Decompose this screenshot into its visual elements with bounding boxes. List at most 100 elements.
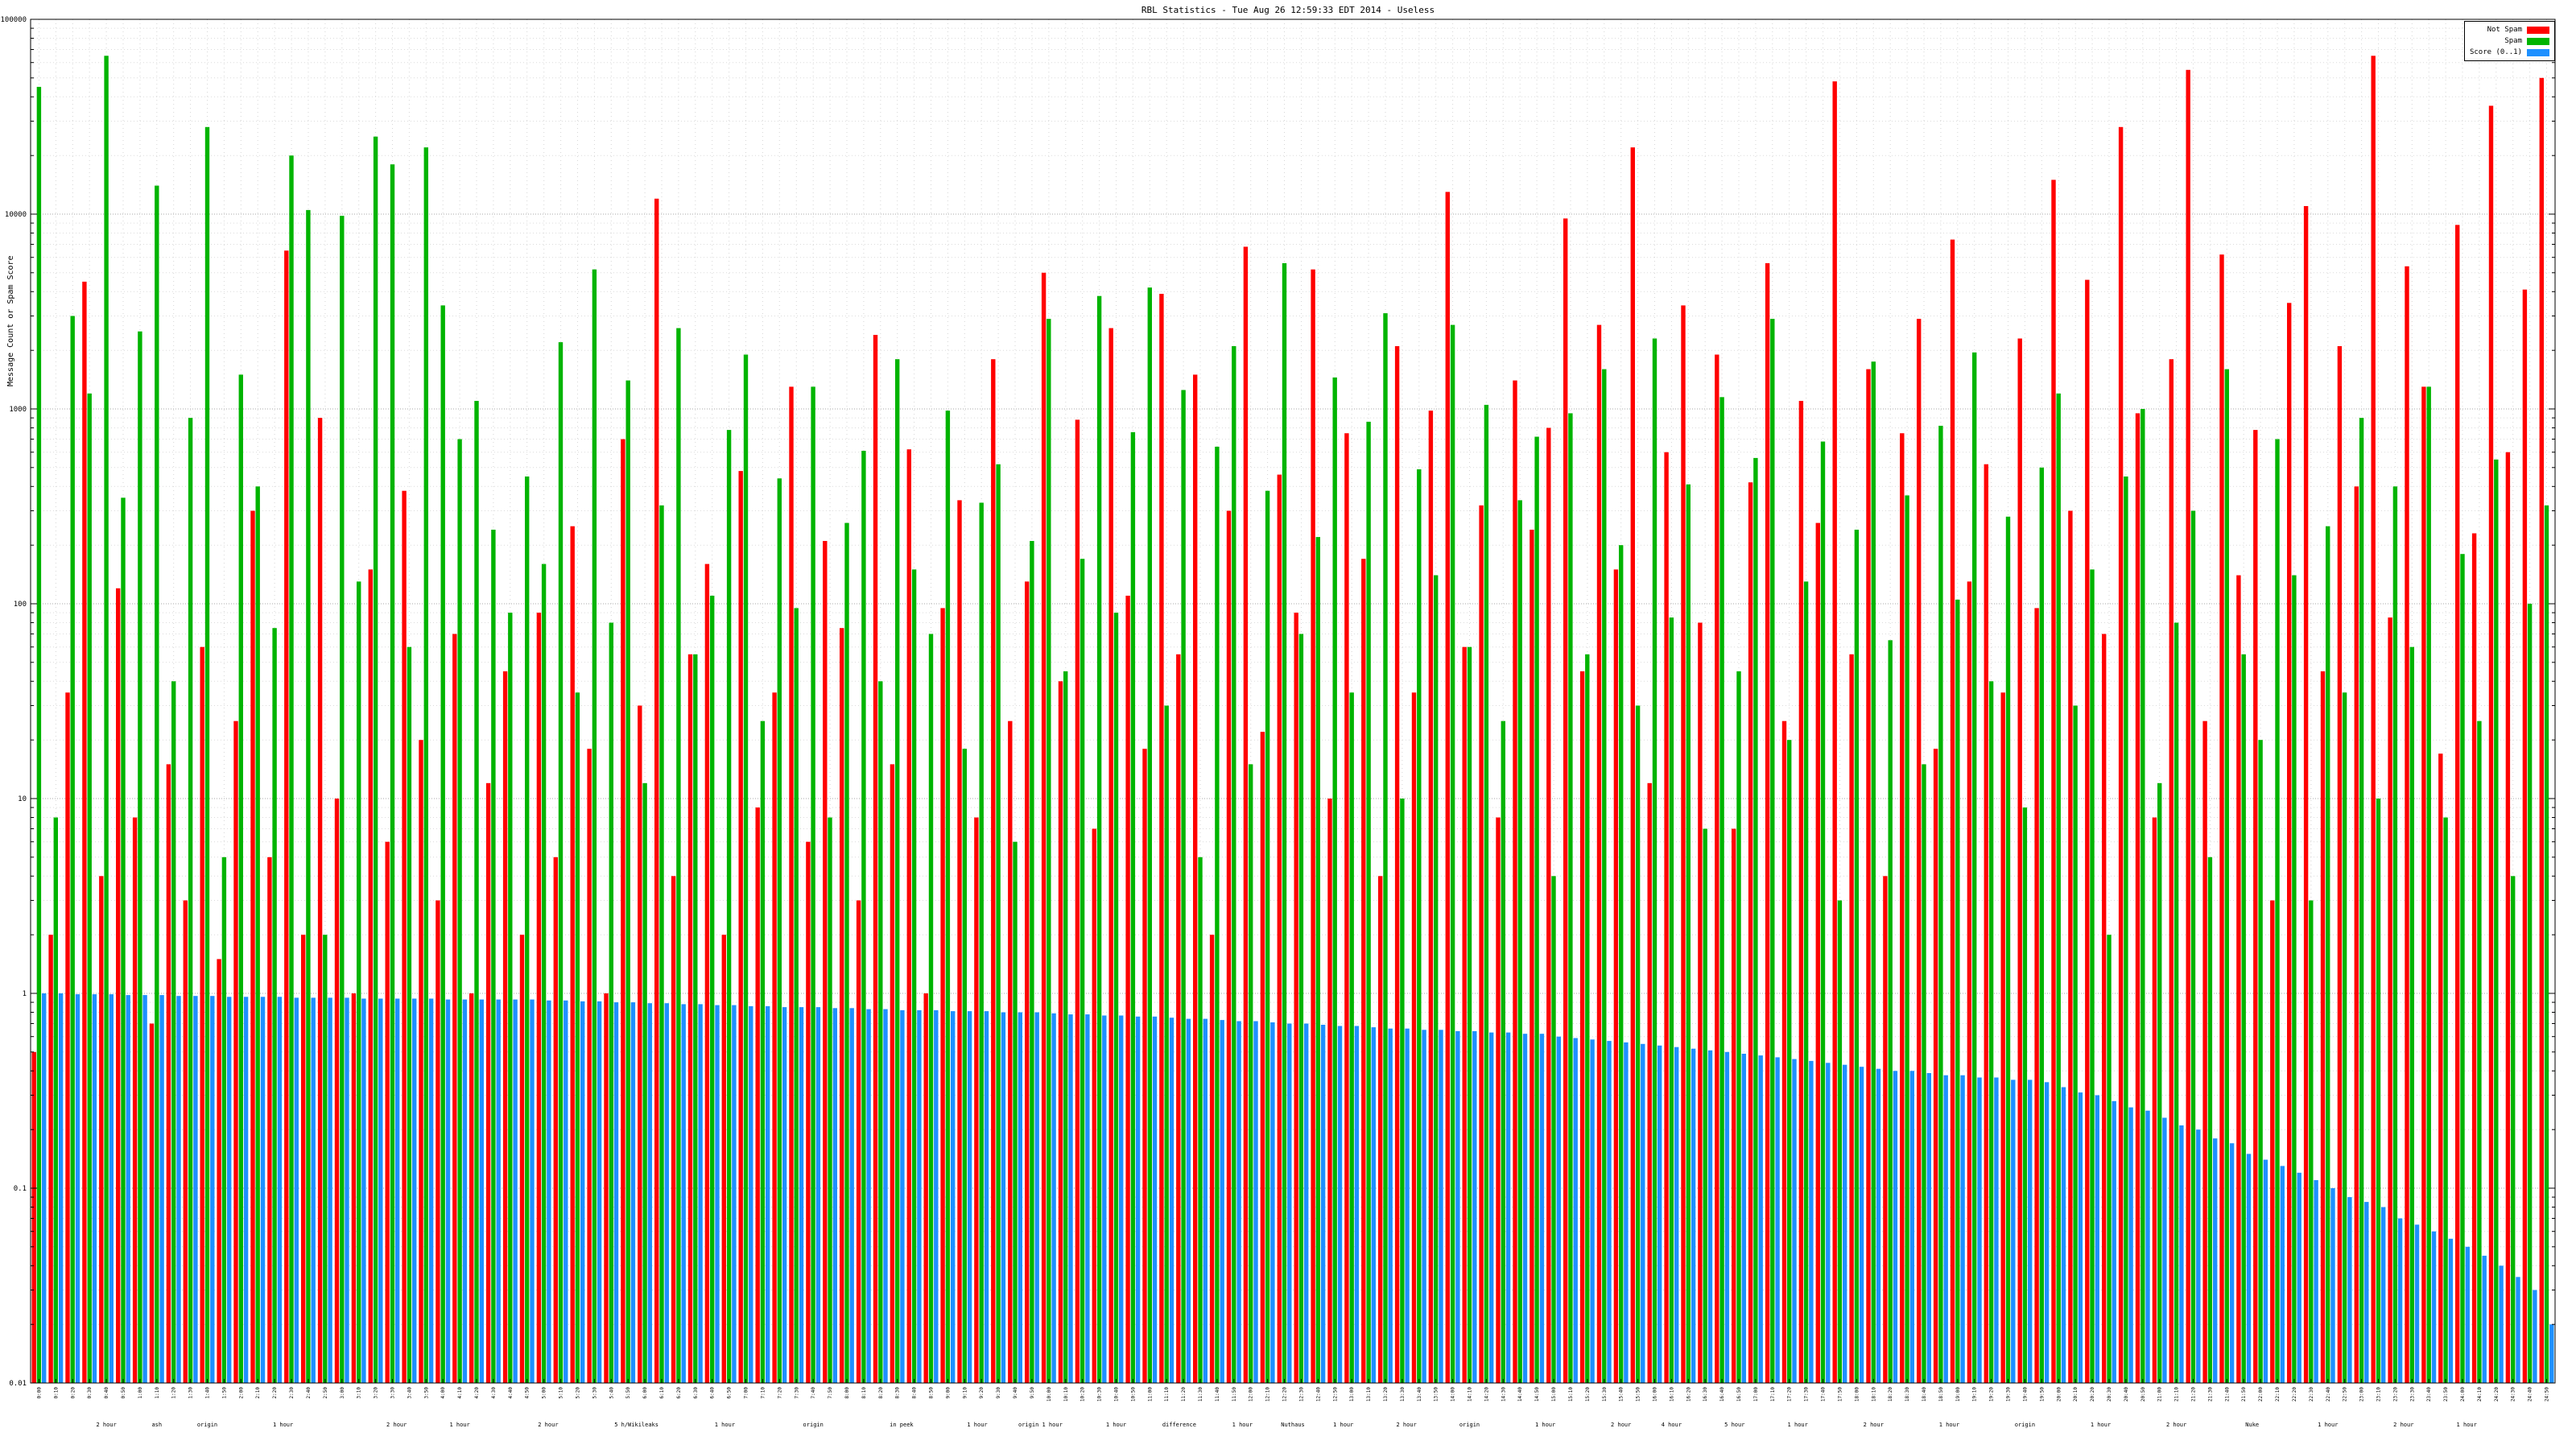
bar-not-spam	[1849, 654, 1854, 1383]
bar-not-spam	[485, 782, 491, 1383]
svg-text:8:50: 8:50	[929, 1387, 935, 1399]
svg-text:1:40: 1:40	[205, 1387, 211, 1399]
bar-not-spam	[738, 471, 743, 1383]
svg-text:8:30: 8:30	[895, 1387, 901, 1399]
svg-text:5 h/Wikileaks: 5 h/Wikileaks	[614, 1422, 658, 1428]
bar-not-spam	[2135, 413, 2140, 1383]
bar-spam	[2392, 486, 2398, 1383]
bar-not-spam	[2337, 346, 2343, 1383]
bar-score	[1624, 1042, 1629, 1383]
bar-score	[1439, 1030, 1443, 1383]
svg-text:3:50: 3:50	[423, 1387, 429, 1399]
bar-not-spam	[1209, 935, 1215, 1383]
svg-text:1:50: 1:50	[221, 1387, 227, 1399]
svg-text:2 hour: 2 hour	[96, 1422, 116, 1428]
svg-text:12:00: 12:00	[1249, 1387, 1254, 1402]
bar-score	[1085, 1014, 1090, 1383]
bar-score	[613, 1002, 619, 1383]
bar-spam	[1905, 495, 1909, 1383]
svg-text:22:00: 22:00	[2258, 1387, 2264, 1402]
svg-text:2:40: 2:40	[306, 1387, 312, 1399]
svg-text:19:20: 19:20	[1989, 1387, 1995, 1402]
bar-spam	[1013, 841, 1018, 1383]
bar-score	[1893, 1071, 1898, 1383]
bar-score	[1876, 1068, 1881, 1383]
bar-spam	[2157, 782, 2162, 1383]
svg-text:difference: difference	[1162, 1422, 1196, 1428]
bar-score	[630, 1002, 636, 1383]
svg-text:14:10: 14:10	[1468, 1387, 1473, 1402]
bar-not-spam	[1277, 474, 1282, 1383]
bar-spam	[2107, 935, 2112, 1383]
svg-text:20:10: 20:10	[2073, 1387, 2079, 1402]
svg-text:6:30: 6:30	[693, 1387, 699, 1399]
svg-text:11:50: 11:50	[1232, 1387, 1237, 1402]
bar-score	[547, 1000, 551, 1383]
svg-text:24:40: 24:40	[2528, 1387, 2533, 1402]
bar-not-spam	[250, 510, 255, 1383]
bar-spam	[2359, 418, 2364, 1383]
bar-score	[900, 1009, 905, 1383]
bar-not-spam	[1025, 581, 1030, 1383]
svg-text:9:10: 9:10	[962, 1387, 968, 1399]
bar-score	[243, 997, 249, 1383]
bar-not-spam	[2320, 671, 2326, 1383]
bar-score	[1034, 1012, 1039, 1383]
svg-text:20:40: 20:40	[2124, 1387, 2129, 1402]
bar-not-spam	[671, 876, 676, 1383]
bar-spam	[36, 86, 42, 1383]
svg-text:6:20: 6:20	[676, 1387, 682, 1399]
x-axis-labels: 0:00 0:10 0:20 0:30 0:40 0:50 1:00 1:10 1:20 1:30…	[37, 1379, 2550, 1402]
svg-text:4 hour: 4 hour	[1662, 1422, 1682, 1428]
bar-not-spam	[1732, 828, 1736, 1383]
bar-score	[58, 993, 64, 1383]
bar-score	[883, 1009, 888, 1383]
bar-score	[2482, 1255, 2487, 1383]
svg-text:2 hour: 2 hour	[1396, 1422, 1416, 1428]
bar-score	[2465, 1246, 2470, 1383]
bar-not-spam	[890, 764, 895, 1383]
svg-text:6:10: 6:10	[659, 1387, 665, 1399]
bar-spam	[1434, 575, 1439, 1383]
bar-score	[2061, 1087, 2066, 1383]
bar-not-spam	[200, 646, 204, 1383]
svg-text:7:20: 7:20	[777, 1387, 782, 1399]
bar-score	[1590, 1039, 1595, 1383]
bar-score	[2364, 1202, 2369, 1383]
bar-not-spam	[2455, 225, 2460, 1383]
bar-not-spam	[385, 841, 390, 1383]
bar-score	[2044, 1082, 2050, 1383]
svg-text:1 hour: 1 hour	[2318, 1422, 2338, 1428]
svg-text:0:20: 0:20	[70, 1387, 76, 1399]
bar-not-spam	[1394, 346, 1400, 1383]
bar-spam	[1265, 490, 1270, 1384]
bar-spam	[1703, 828, 1707, 1383]
bar-not-spam	[2287, 303, 2292, 1383]
bar-not-spam	[1361, 559, 1366, 1383]
bar-score	[1220, 1020, 1224, 1383]
bar-score	[597, 1001, 602, 1383]
bar-not-spam	[1950, 239, 1955, 1384]
bar-score	[1051, 1013, 1056, 1383]
bar-spam	[1063, 671, 1068, 1383]
bar-spam	[188, 418, 193, 1383]
svg-text:2:10: 2:10	[255, 1387, 261, 1399]
bar-not-spam	[991, 359, 996, 1384]
svg-text:12:50: 12:50	[1332, 1387, 1338, 1402]
bar-score	[1270, 1022, 1275, 1383]
bar-score	[462, 999, 468, 1383]
bar-score	[967, 1011, 972, 1383]
bar-spam	[1130, 431, 1136, 1383]
svg-text:6:00: 6:00	[642, 1387, 648, 1399]
bar-not-spam	[906, 449, 911, 1384]
bar-score	[530, 999, 535, 1383]
bar-not-spam	[317, 418, 323, 1383]
svg-text:15:30: 15:30	[1602, 1387, 1608, 1402]
bar-not-spam	[2405, 266, 2409, 1383]
bar-score	[126, 995, 130, 1383]
svg-text:5:30: 5:30	[592, 1387, 597, 1399]
svg-text:8:10: 8:10	[861, 1387, 867, 1399]
bar-score	[428, 998, 434, 1383]
series-not_spam	[31, 56, 2544, 1384]
bar-spam	[895, 359, 900, 1384]
